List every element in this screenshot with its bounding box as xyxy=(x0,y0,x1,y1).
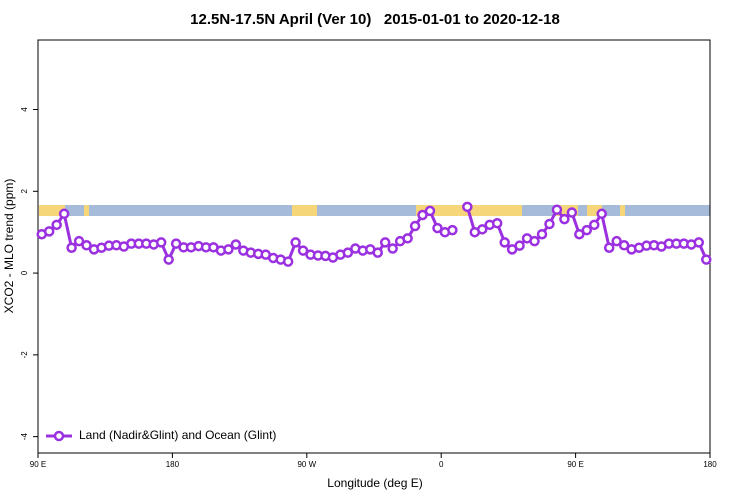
data-point xyxy=(618,240,630,251)
data-point xyxy=(223,244,234,255)
y-axis-label: XCO2 - MLO trend (ppm) xyxy=(2,179,16,314)
data-point xyxy=(155,237,167,248)
data-point xyxy=(409,220,421,232)
data-point xyxy=(589,219,600,231)
data-point xyxy=(514,240,525,251)
data-point xyxy=(559,213,570,225)
data-point xyxy=(447,224,458,236)
data-point xyxy=(611,235,622,247)
data-point xyxy=(342,247,354,258)
data-point xyxy=(566,207,578,218)
data-point xyxy=(603,242,615,253)
data-point xyxy=(574,228,585,240)
data-point xyxy=(73,235,85,247)
y-tick-label: 0 xyxy=(20,270,29,275)
data-point xyxy=(432,222,443,234)
x-tick-label: 0 xyxy=(439,460,444,469)
data-point xyxy=(499,237,510,248)
x-tick-label: 180 xyxy=(166,460,180,469)
y-tick-label: -4 xyxy=(20,433,29,441)
ocean-band xyxy=(39,205,710,216)
x-tick-label: 90 W xyxy=(297,460,316,469)
land-patch xyxy=(39,205,65,216)
plot-frame xyxy=(37,39,711,454)
data-point xyxy=(379,237,391,248)
y-tick-label: 4 xyxy=(20,107,29,112)
y-tick-label: 2 xyxy=(20,189,29,194)
x-axis-label: Longitude (deg E) xyxy=(327,476,422,490)
y-tick-label: -2 xyxy=(20,351,29,359)
data-point xyxy=(230,239,242,250)
data-point xyxy=(424,205,436,217)
chart-title: 12.5N-17.5N April (Ver 10) 2015-01-01 to… xyxy=(190,11,560,28)
data-point xyxy=(51,219,62,231)
data-point xyxy=(417,209,428,221)
x-tick-label: 90 E xyxy=(30,460,46,469)
land-patch xyxy=(84,205,89,216)
data-point xyxy=(163,254,174,265)
data-point xyxy=(297,245,309,256)
data-point xyxy=(581,224,593,236)
data-point xyxy=(282,256,294,267)
data-point xyxy=(551,204,563,215)
data-point xyxy=(462,201,473,213)
data-point xyxy=(372,247,383,258)
data-point xyxy=(693,237,705,248)
land-patch xyxy=(556,205,578,216)
data-point xyxy=(529,235,540,247)
data-point xyxy=(477,224,488,235)
data-point xyxy=(66,242,77,253)
data-point xyxy=(58,208,70,220)
data-point xyxy=(290,237,301,248)
land-patch xyxy=(587,205,602,216)
data-point xyxy=(81,240,92,251)
data-point xyxy=(544,218,555,230)
data-point xyxy=(491,217,503,229)
land-ocean-band xyxy=(39,205,710,216)
data-point xyxy=(596,208,607,220)
data-point xyxy=(402,233,413,244)
data-point xyxy=(536,228,548,240)
land-patch xyxy=(292,205,317,216)
legend-label: Land (Nadir&Glint) and Ocean (Glint) xyxy=(79,428,276,442)
land-patch xyxy=(620,205,625,216)
x-tick-label: 180 xyxy=(703,460,717,469)
legend-item: Land (Nadir&Glint) and Ocean (Glint) xyxy=(46,428,276,442)
data-point xyxy=(387,243,398,254)
x-tick-label: 90 E xyxy=(567,460,583,469)
data-point xyxy=(43,226,55,237)
data-point xyxy=(701,254,712,265)
legend-marker xyxy=(53,430,65,442)
